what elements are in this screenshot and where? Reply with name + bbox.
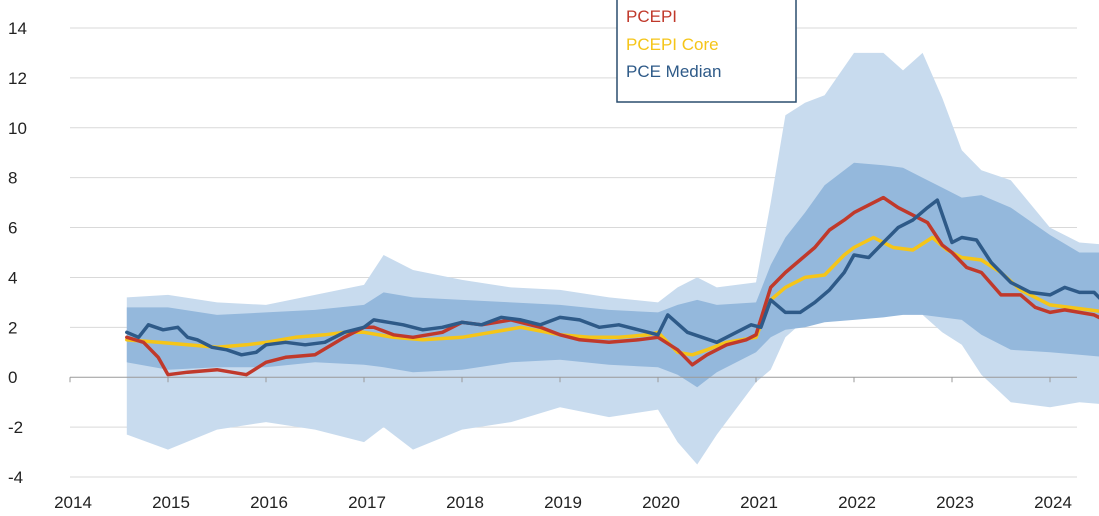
y-tick-label-0: 0 xyxy=(8,368,17,387)
y-tick-label-4: 4 xyxy=(8,268,17,287)
x-tick-label-2020: 2020 xyxy=(642,493,680,512)
x-tick-label-2019: 2019 xyxy=(544,493,582,512)
y-tick-label-12: 12 xyxy=(8,69,27,88)
y-tick-label-10: 10 xyxy=(8,119,27,138)
series-line-pcepi-core xyxy=(125,235,1099,357)
x-tick-label-2024: 2024 xyxy=(1034,493,1072,512)
x-tick-label-2022: 2022 xyxy=(838,493,876,512)
y-tick-label-14: 14 xyxy=(8,19,27,38)
y-tick-label--4: -4 xyxy=(8,468,23,487)
y-tick-label-6: 6 xyxy=(8,219,17,238)
series-line-pcepi xyxy=(125,195,1099,377)
y-tick-label-2: 2 xyxy=(8,318,17,337)
x-tick-label-2021: 2021 xyxy=(740,493,778,512)
x-tick-label-2015: 2015 xyxy=(152,493,190,512)
x-axis xyxy=(69,376,1077,383)
legend-label-pcepi: PCEPI xyxy=(626,7,677,26)
legend-box xyxy=(616,0,797,103)
x-tick-label-2023: 2023 xyxy=(936,493,974,512)
x-tick-label-2017: 2017 xyxy=(348,493,386,512)
legend: PCEPI PCEPI Core PCE Median xyxy=(616,0,797,103)
x-tick-label-2016: 2016 xyxy=(250,493,288,512)
legend-label-pce-median: PCE Median xyxy=(626,62,721,81)
distribution-bands xyxy=(126,52,1099,465)
band-inner xyxy=(126,162,1099,388)
legend-label-pcepi-core: PCEPI Core xyxy=(626,35,719,54)
x-tick-label-2018: 2018 xyxy=(446,493,484,512)
y-tick-label--2: -2 xyxy=(8,418,23,437)
series-line-pce-median xyxy=(125,198,1099,357)
x-tick-labels: 2014 2015 2016 2017 2018 2019 2020 2021 2022 2023… xyxy=(54,493,1072,512)
y-tick-label-8: 8 xyxy=(8,169,17,188)
x-tick-label-2014: 2014 xyxy=(54,493,92,512)
series-lines xyxy=(125,195,1099,377)
y-tick-labels: -4 -2 0 2 4 6 8 10 12 14 xyxy=(8,19,27,487)
